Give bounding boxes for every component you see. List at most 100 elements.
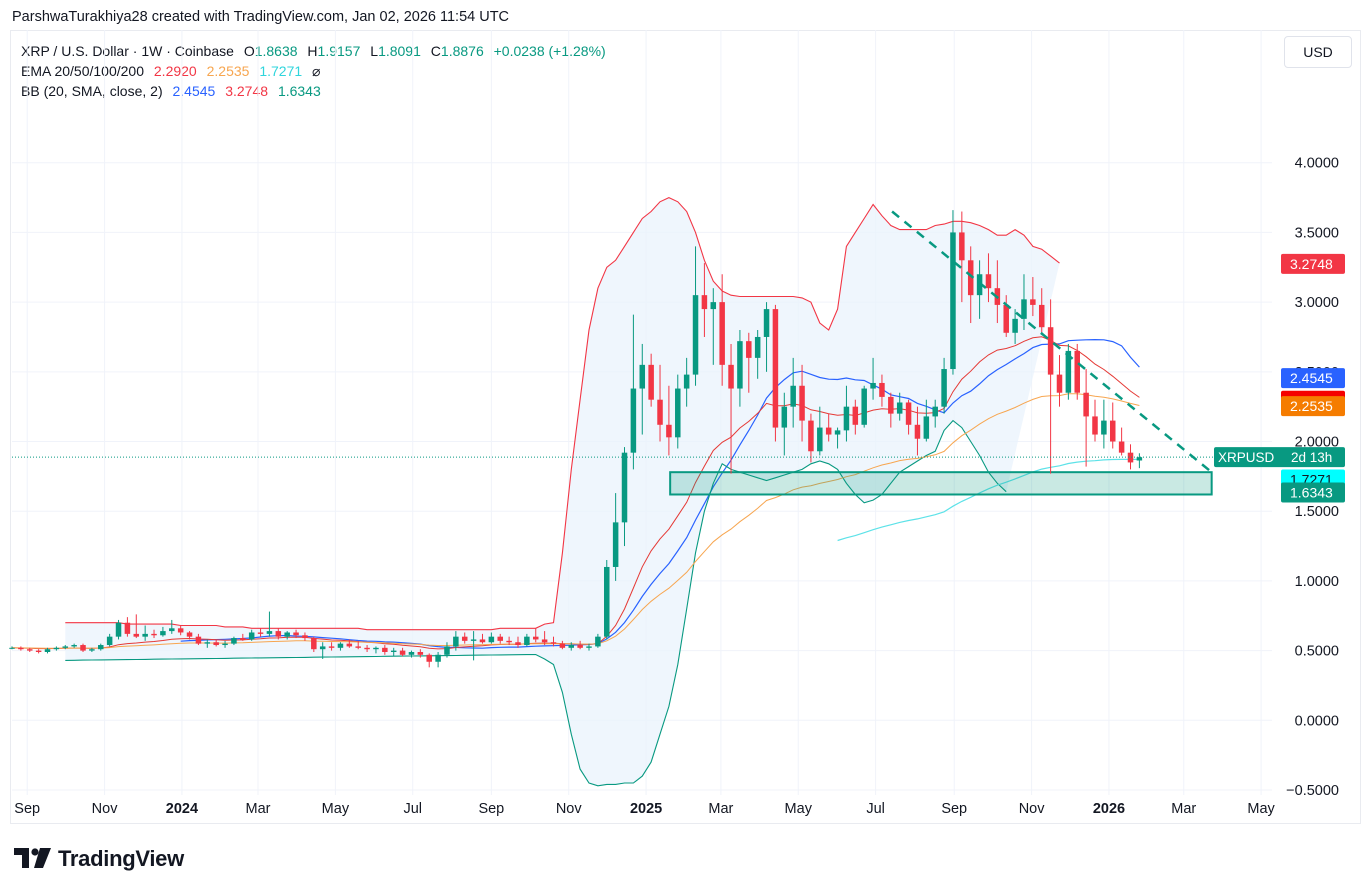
candle-body[interactable] <box>861 388 867 425</box>
candle-body[interactable] <box>373 647 379 650</box>
candle-body[interactable] <box>1003 304 1009 333</box>
candle-body[interactable] <box>106 636 113 646</box>
price-badge[interactable] <box>1281 482 1345 503</box>
candle-body[interactable] <box>337 643 344 648</box>
candle-body[interactable] <box>222 643 228 646</box>
candle-body[interactable] <box>719 302 725 365</box>
candle-body[interactable] <box>319 646 326 650</box>
candle-body[interactable] <box>169 628 175 632</box>
candle-body[interactable] <box>1030 299 1036 305</box>
candle-body[interactable] <box>302 635 308 639</box>
candle-body[interactable] <box>1092 416 1098 435</box>
candle-body[interactable] <box>772 309 779 428</box>
candle-body[interactable] <box>115 622 122 637</box>
candle-body[interactable] <box>896 402 903 414</box>
candle-body[interactable] <box>53 647 60 650</box>
candle-body[interactable] <box>275 631 282 637</box>
candle-body[interactable] <box>648 364 654 400</box>
candle-body[interactable] <box>1074 350 1080 393</box>
candle-body[interactable] <box>1083 392 1089 417</box>
candle-body[interactable] <box>577 645 583 648</box>
candle-body[interactable] <box>142 633 148 637</box>
candle-body[interactable] <box>976 274 983 296</box>
candle-body[interactable] <box>479 639 486 643</box>
candle-body[interactable] <box>435 654 441 662</box>
candle-body[interactable] <box>204 642 211 644</box>
candle-body[interactable] <box>630 388 637 453</box>
candle-body[interactable] <box>35 650 42 652</box>
candle-body[interactable] <box>692 295 699 375</box>
candle-body[interactable] <box>390 650 397 652</box>
candle-body[interactable] <box>950 232 956 370</box>
candle-body[interactable] <box>27 649 33 651</box>
candle-body[interactable] <box>240 638 246 640</box>
candle-body[interactable] <box>754 336 761 358</box>
symbol-row[interactable]: XRP / U.S. Dollar · 1W · Coinbase O1.863… <box>21 41 606 61</box>
candle-body[interactable] <box>550 642 557 644</box>
candle-body[interactable] <box>470 639 477 641</box>
candle-body[interactable] <box>213 642 219 646</box>
candle-body[interactable] <box>852 406 859 425</box>
candle-body[interactable] <box>790 385 796 407</box>
candle-body[interactable] <box>426 654 432 662</box>
candle-body[interactable] <box>231 638 237 644</box>
candle-body[interactable] <box>515 642 521 646</box>
candle-body[interactable] <box>888 396 894 414</box>
candle-body[interactable] <box>461 636 468 641</box>
candle-body[interactable] <box>80 645 86 651</box>
downtrend-line[interactable] <box>891 210 1213 474</box>
candle-body[interactable] <box>417 652 424 655</box>
candle-body[interactable] <box>1118 441 1125 453</box>
candle-body[interactable] <box>133 633 140 637</box>
candle-body[interactable] <box>89 649 95 651</box>
candle-body[interactable] <box>1065 350 1072 393</box>
ema-row[interactable]: EMA 20/50/100/200 2.2920 2.2535 1.7271 ⌀ <box>21 61 606 81</box>
candle-body[interactable] <box>62 646 69 648</box>
candle-body[interactable] <box>737 341 743 389</box>
support-zone[interactable] <box>669 471 1213 496</box>
ema-label[interactable]: EMA 20/50/100/200 <box>21 63 144 79</box>
candle-body[interactable] <box>568 645 575 648</box>
price-badge[interactable] <box>1281 396 1345 417</box>
candle-body[interactable] <box>98 645 104 650</box>
candle-body[interactable] <box>1012 318 1018 333</box>
symbol-price-badge[interactable] <box>1214 447 1345 468</box>
candle-body[interactable] <box>524 636 530 646</box>
candle-body[interactable] <box>346 643 353 647</box>
candle-body[interactable] <box>825 427 832 435</box>
candle-body[interactable] <box>1127 452 1134 463</box>
candle-body[interactable] <box>834 430 841 435</box>
candle-body[interactable] <box>311 638 317 650</box>
candle-body[interactable] <box>808 420 814 452</box>
candle-body[interactable] <box>967 260 974 296</box>
candle-body[interactable] <box>71 645 77 647</box>
candle-body[interactable] <box>746 341 752 358</box>
candle-body[interactable] <box>44 649 51 652</box>
candle-body[interactable] <box>444 646 450 655</box>
bb-row[interactable]: BB (20, SMA, close, 2) 2.4545 3.2748 1.6… <box>21 81 606 101</box>
candle-body[interactable] <box>612 522 619 567</box>
candle-body[interactable] <box>266 631 273 634</box>
candle-body[interactable] <box>1038 304 1045 328</box>
candle-body[interactable] <box>763 309 770 337</box>
candle-body[interactable] <box>284 632 290 637</box>
candle-body[interactable] <box>639 364 646 389</box>
candle-body[interactable] <box>941 369 947 407</box>
candle-body[interactable] <box>355 646 361 648</box>
candle-body[interactable] <box>124 622 131 634</box>
bb-label[interactable]: BB (20, SMA, close, 2) <box>21 83 163 99</box>
candle-body[interactable] <box>1136 457 1143 461</box>
candle-body[interactable] <box>710 302 717 310</box>
tradingview-logo[interactable]: TradingView <box>14 846 184 872</box>
candle-body[interactable] <box>382 647 388 652</box>
candle-body[interactable] <box>453 636 459 647</box>
candle-body[interactable] <box>666 424 672 438</box>
candle-body[interactable] <box>399 650 406 655</box>
candle-body[interactable] <box>683 374 690 389</box>
candle-body[interactable] <box>488 636 495 643</box>
candle-body[interactable] <box>604 566 610 637</box>
candle-body[interactable] <box>959 232 965 261</box>
candle-body[interactable] <box>701 295 708 310</box>
candle-body[interactable] <box>1101 420 1107 435</box>
